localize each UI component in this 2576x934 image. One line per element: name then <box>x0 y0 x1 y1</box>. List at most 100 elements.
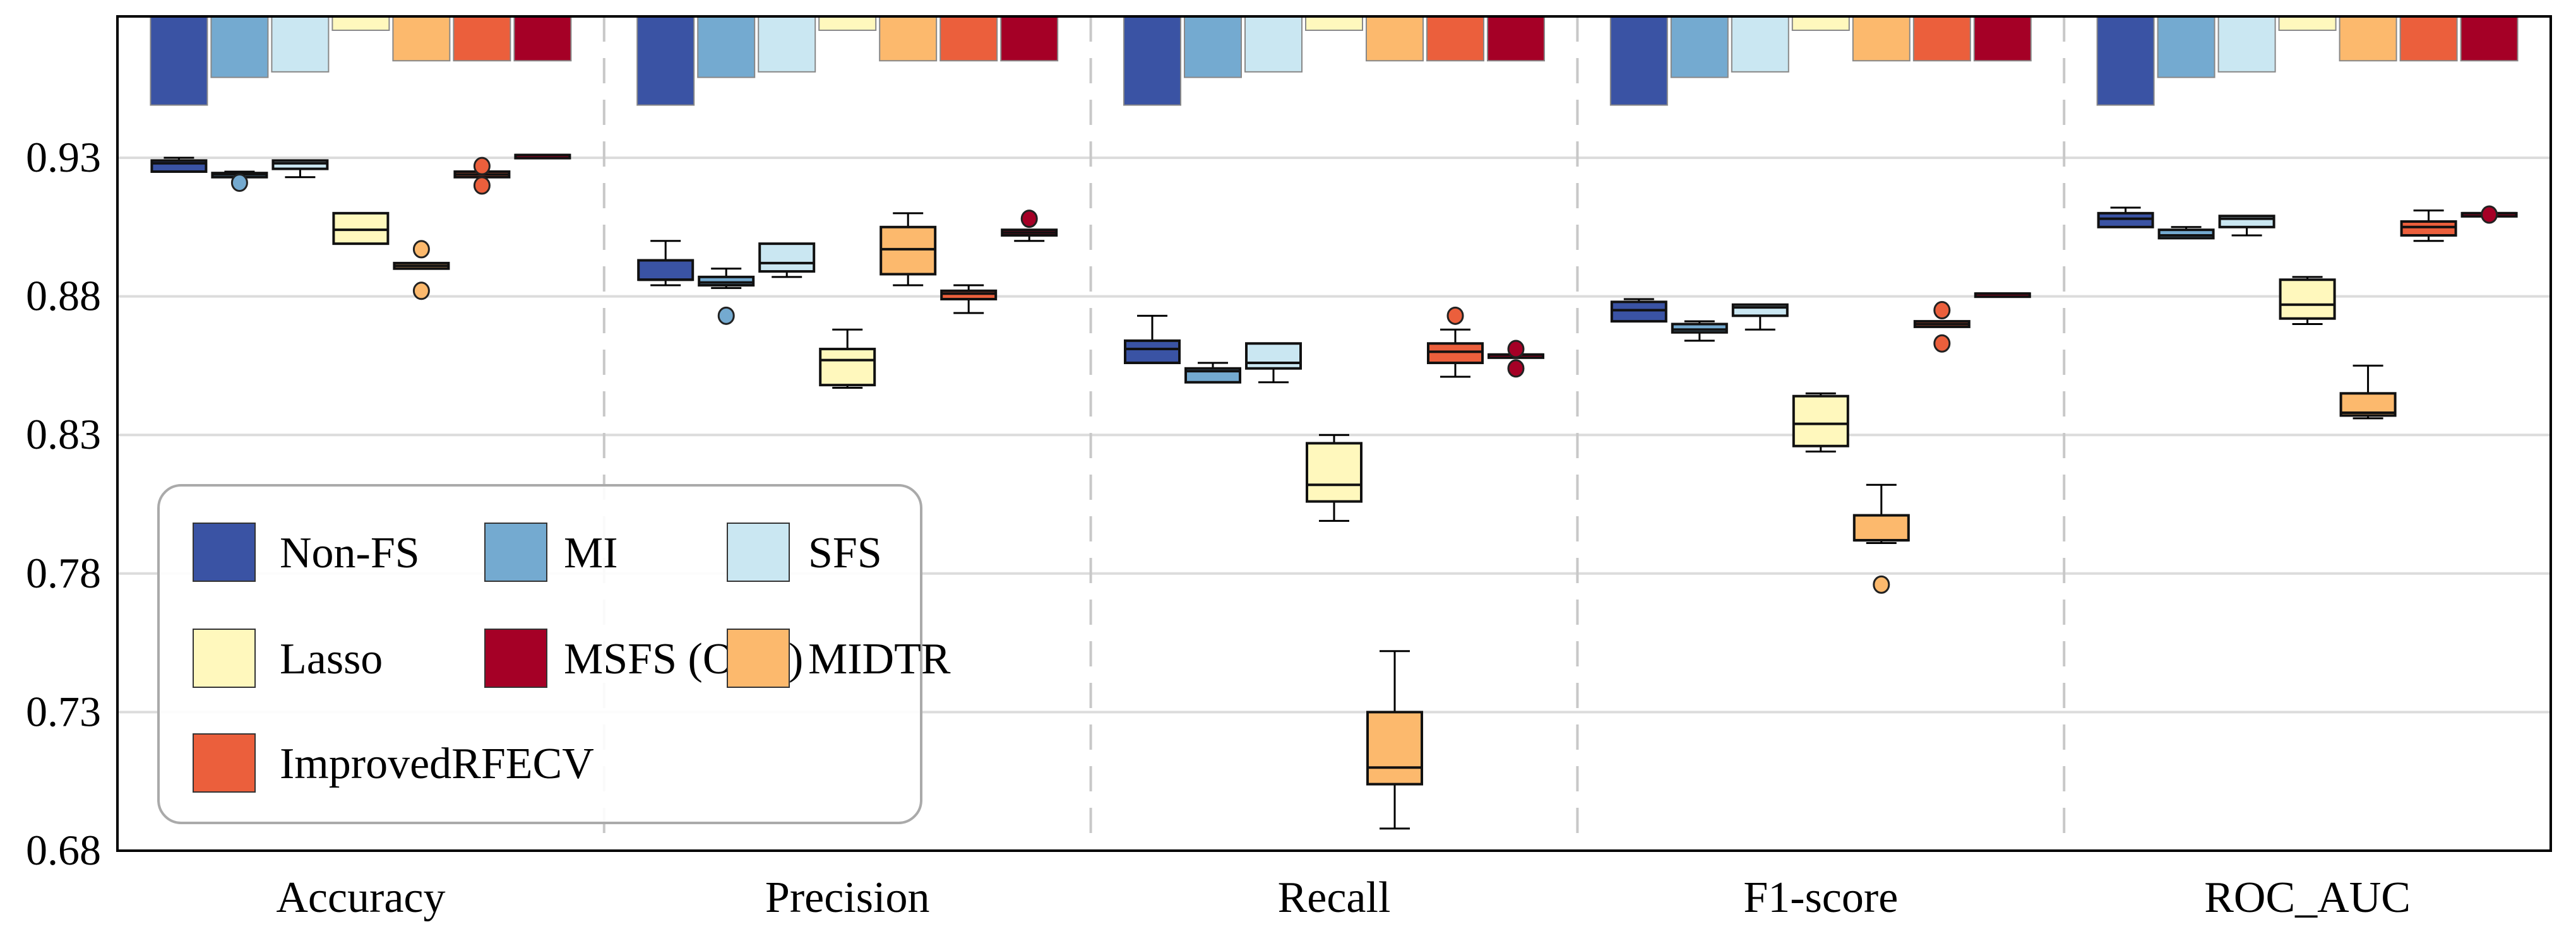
outlier-point <box>473 176 491 195</box>
top-bar <box>2217 16 2276 73</box>
outlier-point <box>1446 306 1464 325</box>
top-bar <box>2096 16 2155 106</box>
legend-label: SFS <box>808 529 882 577</box>
legend-label: MI <box>564 529 618 577</box>
box-body <box>698 275 755 287</box>
top-bar <box>271 16 330 73</box>
box-body <box>1610 300 1667 323</box>
top-bar <box>2460 16 2519 62</box>
top-bar <box>1487 16 1545 62</box>
legend-label: ImprovedRFECV <box>280 740 594 788</box>
outlier-point <box>1933 301 1951 320</box>
box-lasso <box>2279 276 2336 326</box>
legend-swatch <box>193 523 256 582</box>
box-non-fs <box>1610 298 1667 323</box>
box-body <box>2097 211 2154 228</box>
box-midtr <box>1366 650 1423 830</box>
y-tick-label: 0.68 <box>26 826 101 874</box>
top-bar <box>2157 16 2215 78</box>
top-bars <box>150 16 2519 106</box>
top-bar <box>210 16 269 78</box>
box-msfs-ours- <box>1488 340 1544 378</box>
box-improvedrfecv <box>1427 306 1484 378</box>
x-tick-label: Precision <box>765 873 930 922</box>
outlier-point <box>1933 334 1951 353</box>
box-body <box>1852 514 1910 542</box>
top-bar <box>818 16 877 31</box>
legend-item: MI <box>484 523 618 582</box>
x-tick-labels: Accuracy Precision Recall F1-score ROC_AUC <box>276 873 2411 922</box>
top-bar <box>1852 16 1911 62</box>
top-bar <box>453 16 511 62</box>
outlier-point <box>1873 575 1890 594</box>
box-mi <box>211 170 268 192</box>
y-tick-label: 0.83 <box>26 410 101 458</box>
box-sfs <box>1731 303 1789 331</box>
top-bar <box>1670 16 1729 78</box>
box-body <box>880 225 937 276</box>
top-bar <box>150 16 208 106</box>
outlier-point <box>473 157 491 175</box>
box-non-fs <box>637 240 695 287</box>
top-bar <box>331 16 390 31</box>
top-bar <box>1791 16 1850 31</box>
legend-swatch <box>727 523 790 582</box>
box-sfs <box>758 242 816 278</box>
box-mi <box>1184 362 1241 384</box>
legend-item: Lasso <box>193 629 383 688</box>
legend-swatch <box>193 733 256 793</box>
box-body <box>1792 394 1849 447</box>
box-body <box>637 259 695 281</box>
box-lasso <box>332 211 390 245</box>
legend-item: MIDTR <box>727 629 951 688</box>
box-sfs <box>2218 215 2275 237</box>
legend-label: Lasso <box>280 635 383 683</box>
top-bar <box>1305 16 1363 31</box>
boxes <box>150 153 2518 830</box>
box-improvedrfecv <box>453 157 511 195</box>
top-bar <box>1731 16 1789 73</box>
box-msfs-ours- <box>1001 210 1058 242</box>
outlier-point <box>1507 340 1525 358</box>
box-body <box>2400 220 2457 237</box>
top-bar <box>1609 16 1668 106</box>
top-bar <box>1973 16 2032 62</box>
outlier-point <box>2481 205 2498 224</box>
box-improvedrfecv <box>940 284 998 314</box>
top-bar <box>636 16 695 106</box>
box-body <box>2279 278 2336 320</box>
x-tick-label: F1-score <box>1743 873 1898 922</box>
box-body <box>1306 442 1363 503</box>
box-mi <box>2157 226 2215 240</box>
box-body <box>758 242 816 273</box>
legend-item: ImprovedRFECV <box>193 733 594 793</box>
y-tick-label: 0.93 <box>26 133 101 181</box>
box-midtr <box>2339 364 2397 420</box>
legend-label: MIDTR <box>808 635 951 683</box>
legend-swatch <box>193 629 256 688</box>
y-tick-label: 0.73 <box>26 687 101 735</box>
outlier-point <box>1507 359 1525 378</box>
plot-frame <box>116 15 2552 852</box>
box-non-fs <box>2097 206 2154 228</box>
box-non-fs <box>1124 314 1181 365</box>
box-midtr <box>880 212 937 287</box>
legend-item: SFS <box>727 523 882 582</box>
top-bar <box>392 16 451 62</box>
outlier-point <box>412 281 430 300</box>
box-body <box>819 348 876 387</box>
top-bar <box>1366 16 1424 62</box>
box-body <box>1366 711 1423 786</box>
box-sfs <box>1245 342 1302 384</box>
box-body <box>1671 322 1728 334</box>
legend-swatch <box>484 523 547 582</box>
box-mi <box>698 268 755 325</box>
box-msfs-ours- <box>2460 205 2518 224</box>
box-body <box>271 159 329 170</box>
legend-swatch <box>727 629 790 688</box>
top-bar <box>1000 16 1059 62</box>
legend-item: Non-FS <box>193 523 420 582</box>
outlier-point <box>1020 210 1038 228</box>
